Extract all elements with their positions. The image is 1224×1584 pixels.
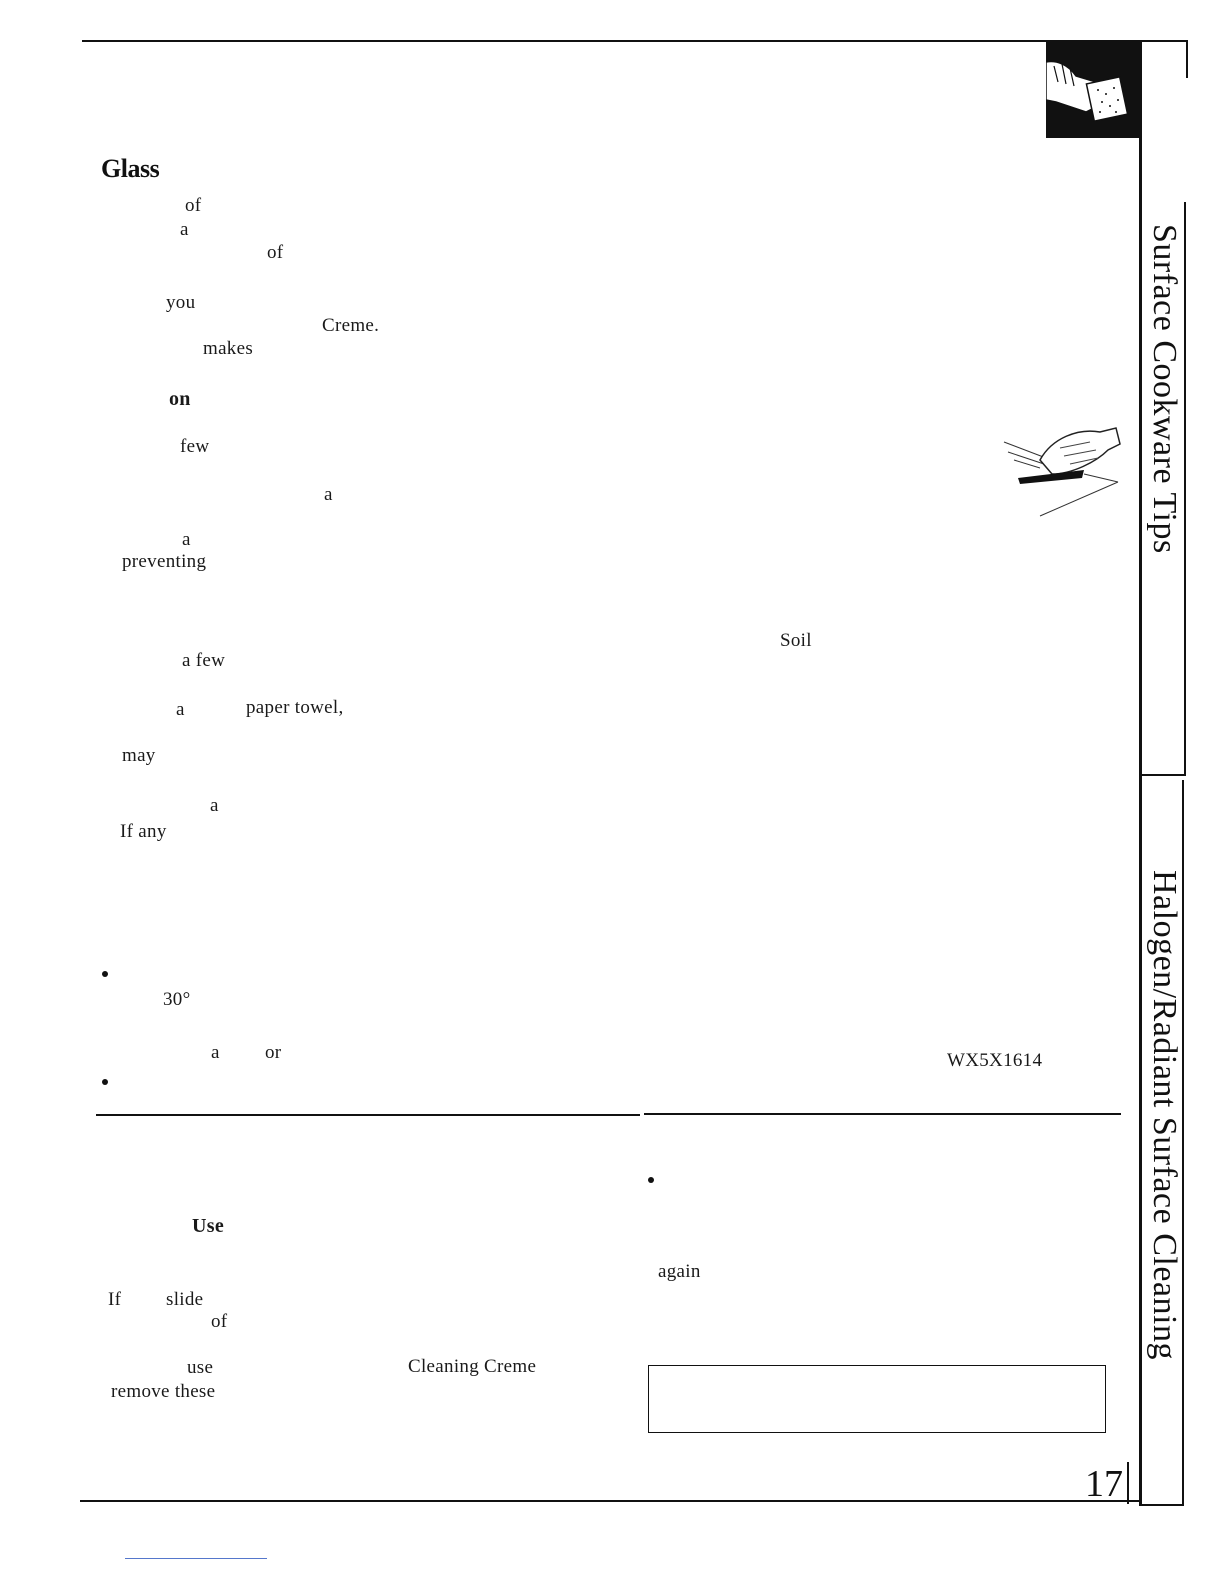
bullet-point xyxy=(102,971,108,977)
word-a: a xyxy=(210,795,219,816)
word-use: Use xyxy=(192,1215,225,1237)
word-you: you xyxy=(166,292,196,313)
word-a: a xyxy=(211,1042,220,1063)
word-a: a xyxy=(324,484,333,505)
tab-edge-line-1 xyxy=(1184,202,1186,774)
tab-edge-top xyxy=(1186,40,1188,78)
footer-underline xyxy=(125,1558,267,1559)
bullet-point xyxy=(648,1177,654,1183)
top-rule xyxy=(82,40,1188,42)
section-rule-left xyxy=(96,1114,640,1116)
scraper-illustration xyxy=(1003,427,1121,517)
word-if-any: If any xyxy=(120,821,167,842)
word-a: a xyxy=(182,529,191,550)
section-heading: Glass xyxy=(101,154,160,183)
tab-bottom-tick xyxy=(1140,1504,1184,1506)
word-if: If xyxy=(108,1289,122,1310)
word-paper-towel: paper towel, xyxy=(246,697,344,718)
word-may: may xyxy=(122,745,156,766)
word-slide: slide xyxy=(166,1289,204,1310)
word-a: a xyxy=(176,699,185,720)
word-creme: Creme. xyxy=(322,315,380,336)
part-number: WX5X1614 xyxy=(947,1050,1043,1071)
word-preventing: preventing xyxy=(122,551,207,572)
tab-halogen-radiant-surface-cleaning: Halogen/Radiant Surface Cleaning xyxy=(1146,870,1183,1360)
page-number: 17 xyxy=(1085,1463,1123,1505)
word-of: of xyxy=(185,195,202,216)
word-a-few: a few xyxy=(182,650,226,671)
word-of: of xyxy=(211,1311,228,1332)
word-remove-these: remove these xyxy=(111,1381,216,1402)
word-use-lower: use xyxy=(187,1357,214,1378)
word-makes: makes xyxy=(203,338,254,359)
word-soil: Soil xyxy=(780,630,812,651)
hand-sponge-illustration xyxy=(1046,42,1142,138)
bullet-point xyxy=(102,1079,108,1085)
word-cleaning-creme: Cleaning Creme xyxy=(408,1356,537,1377)
word-on: on xyxy=(169,388,191,410)
notice-box xyxy=(648,1365,1106,1433)
word-or: or xyxy=(265,1042,282,1063)
word-a: a xyxy=(180,219,189,240)
word-few: few xyxy=(180,436,210,457)
word-of: of xyxy=(267,242,284,263)
word-30-degrees: 30° xyxy=(163,989,191,1010)
tab-edge-line-2 xyxy=(1182,780,1184,1506)
bottom-rule xyxy=(80,1500,1140,1502)
section-rule-right xyxy=(644,1113,1121,1115)
tab-separator xyxy=(1140,774,1186,776)
word-again: again xyxy=(658,1261,701,1282)
page-number-rule xyxy=(1127,1462,1129,1504)
tab-surface-cookware-tips: Surface Cookware Tips xyxy=(1146,224,1183,554)
